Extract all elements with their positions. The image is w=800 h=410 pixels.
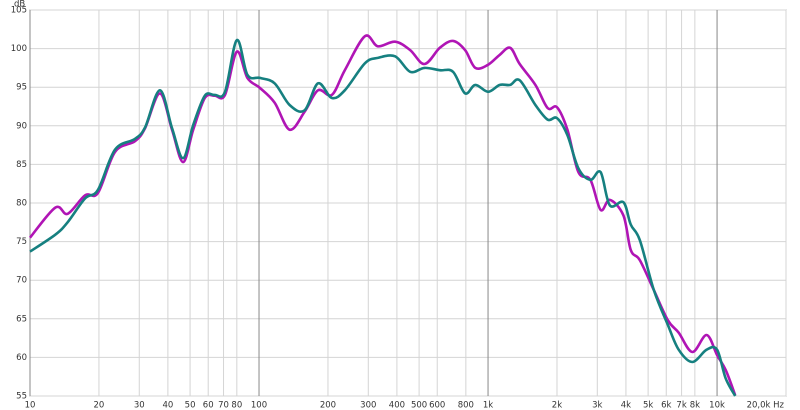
x-tick-label: 4k (621, 401, 631, 410)
x-tick-label: 100 (251, 401, 267, 410)
y-tick-label: 70 (16, 276, 27, 286)
x-tick-label: 80 (231, 401, 242, 410)
x-tick-label: 10 (25, 401, 36, 410)
y-tick-label: 75 (16, 237, 27, 247)
x-tick-label: 5k (643, 401, 653, 410)
x-tick-label: 800 (458, 401, 474, 410)
y-tick-label: 60 (16, 353, 27, 363)
x-tick-label: 30 (134, 401, 145, 410)
x-tick-label: 600 (429, 401, 445, 410)
x-tick-label: 60 (203, 401, 214, 410)
x-tick-label: 7k (676, 401, 686, 410)
x-tick-label: 2k (552, 401, 562, 410)
x-tick-label: 200 (320, 401, 336, 410)
y-tick-label: 100 (11, 44, 27, 54)
y-tick-label: 85 (16, 160, 27, 170)
x-tick-label: 50 (185, 401, 196, 410)
x-tick-label: 20 (94, 401, 105, 410)
x-tick-label: 8k (690, 401, 700, 410)
x-tick-label: 10k (709, 401, 725, 410)
series-line (29, 38, 737, 397)
x-tick-label: 40 (162, 401, 173, 410)
y-axis-label: dB (14, 0, 25, 10)
x-tick-label: 20,0k Hz (747, 401, 785, 410)
y-tick-label: 80 (16, 199, 27, 209)
x-tick-label: 300 (360, 401, 376, 410)
x-tick-label: 1k (483, 401, 493, 410)
y-tick-label: 65 (16, 314, 27, 324)
x-tick-label: 500 (411, 401, 427, 410)
y-tick-label: 95 (16, 83, 27, 93)
y-tick-label: 55 (16, 392, 27, 402)
x-tick-label: 400 (389, 401, 405, 410)
x-tick-label: 70 (218, 401, 229, 410)
y-tick-label: 105 (11, 6, 27, 16)
x-tick-label: 6k (661, 401, 671, 410)
x-tick-label: 3k (592, 401, 602, 410)
y-tick-label: 90 (16, 121, 27, 131)
